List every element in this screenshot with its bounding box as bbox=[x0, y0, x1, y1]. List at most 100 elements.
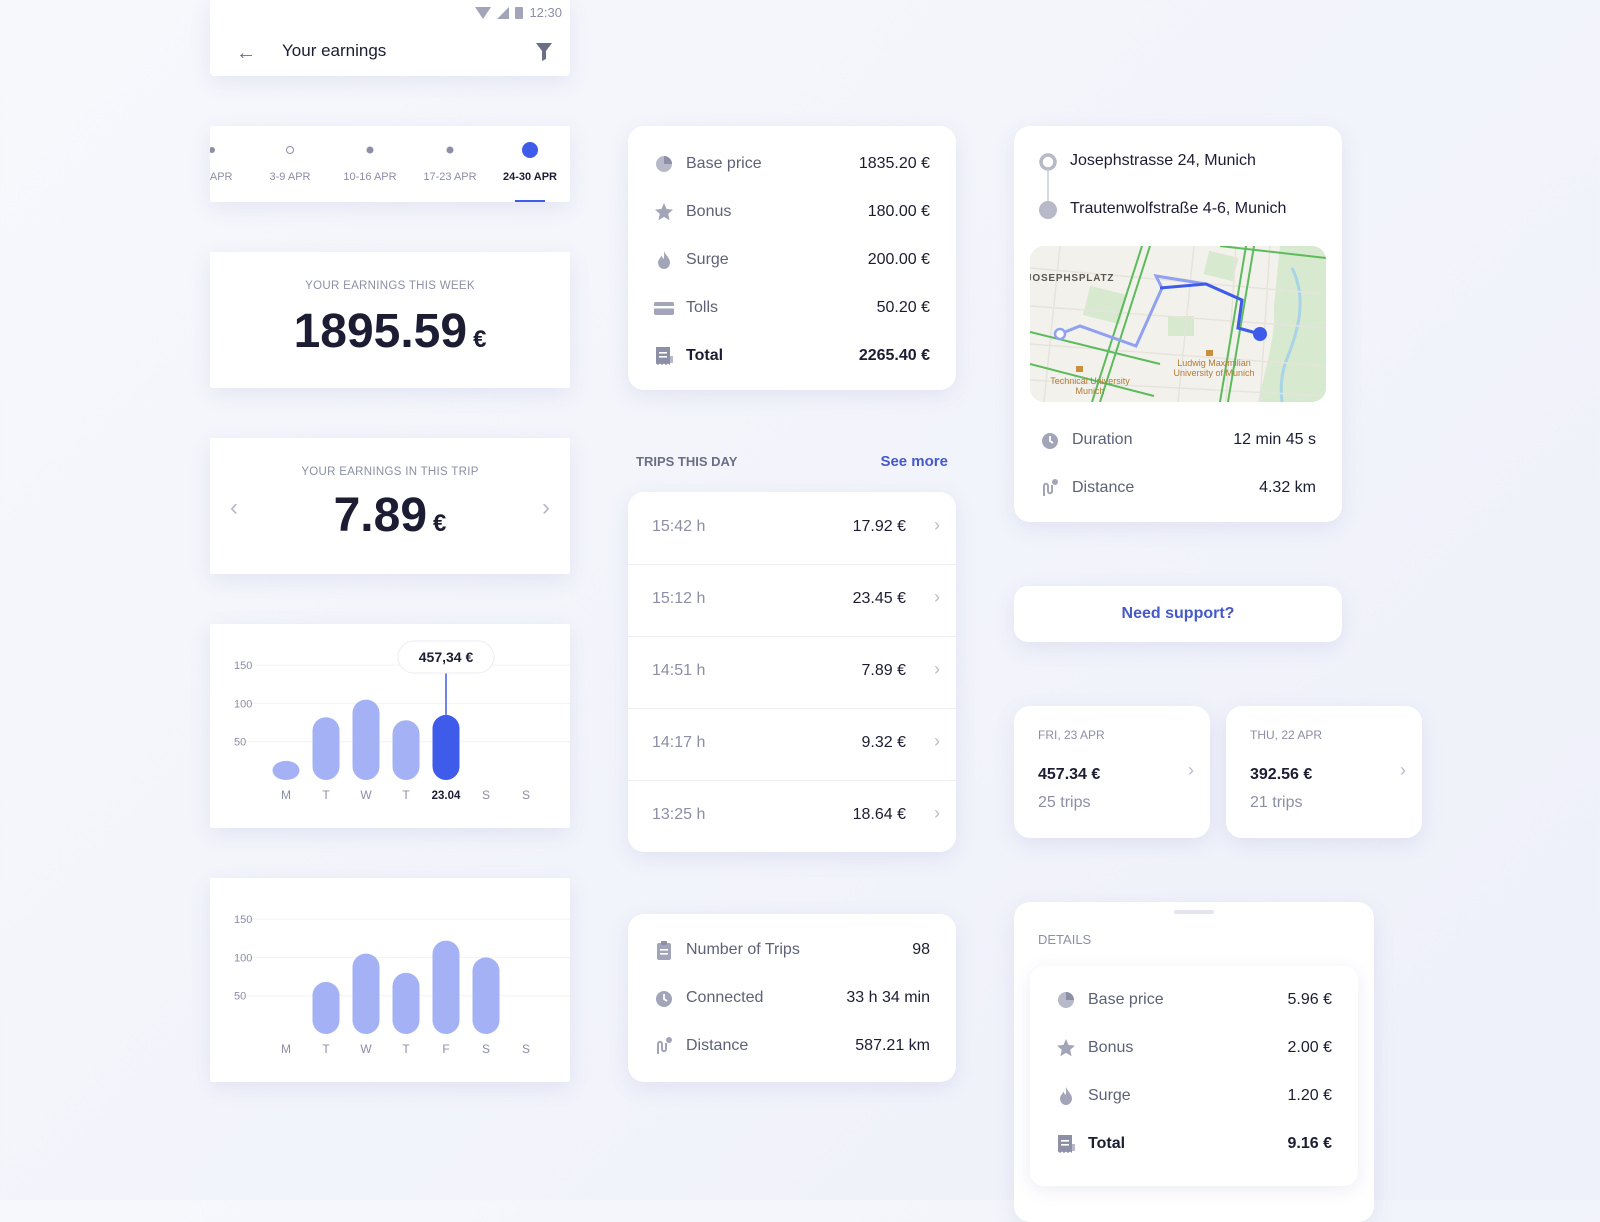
trip-time: 14:17 h bbox=[652, 734, 706, 751]
week-tab[interactable]: 10-16 APR bbox=[330, 126, 410, 202]
day-card[interactable]: THU, 22 APR 392.56 € 21 trips › bbox=[1226, 706, 1422, 838]
y-tick-label: 150 bbox=[234, 660, 252, 672]
chevron-right-icon[interactable]: › bbox=[542, 494, 550, 521]
need-support-button[interactable]: Need support? bbox=[1014, 586, 1342, 642]
earnings-week-caption: YOUR EARNINGS THIS WEEK bbox=[305, 280, 475, 292]
chevron-right-icon: › bbox=[1400, 760, 1406, 780]
y-tick-label: 150 bbox=[234, 914, 252, 926]
week-underline bbox=[515, 200, 545, 202]
earnings-week-amount-row: 1895.59 € bbox=[210, 304, 570, 359]
x-tick-label: W bbox=[360, 788, 372, 802]
route-row-distance: Distance 4.32 km bbox=[1040, 476, 1316, 500]
tooltip-value: 457,34 € bbox=[419, 649, 474, 665]
stats-card: Number of Trips 98 Connected 33 h 34 min… bbox=[628, 914, 956, 1082]
x-tick-label: S bbox=[522, 788, 530, 802]
route-map[interactable]: JOSEPHSPLATZ Technical University Munich… bbox=[1030, 246, 1326, 402]
chevron-right-icon: › bbox=[934, 515, 940, 535]
details-breakdown: Base price 5.96 € Bonus 2.00 € Surge 1.2… bbox=[1030, 966, 1358, 1186]
bar bbox=[312, 981, 340, 1034]
drag-handle[interactable] bbox=[1174, 910, 1214, 914]
bar bbox=[272, 760, 300, 780]
bar bbox=[352, 699, 380, 780]
filter-icon[interactable] bbox=[536, 43, 552, 61]
trip-row[interactable]: 15:12 h 23.45 € › bbox=[628, 564, 956, 637]
breakdown-value: 180.00 € bbox=[867, 203, 930, 220]
x-tick-label: M bbox=[281, 788, 291, 802]
details-row-bonus: Bonus 2.00 € bbox=[1056, 1036, 1332, 1060]
breakdown-label: Base price bbox=[686, 155, 762, 172]
earnings-trip-amount-row: 7.89 € bbox=[210, 488, 570, 543]
back-arrow-icon[interactable]: ← bbox=[236, 42, 256, 64]
daily-earnings-chart-svg: 50 100 150 M T W T 23.04 S S 457,34 € bbox=[234, 640, 570, 802]
week-tab-active[interactable]: 24-30 APR bbox=[490, 126, 570, 202]
day-trips: 25 trips bbox=[1038, 794, 1091, 811]
trip-time: 14:51 h bbox=[652, 662, 706, 679]
details-row-surge: Surge 1.20 € bbox=[1056, 1084, 1332, 1108]
star-icon bbox=[654, 202, 674, 222]
route-label: Distance bbox=[1072, 479, 1135, 496]
earnings-week-amount: 1895.59 bbox=[293, 305, 468, 358]
earnings-week-card: YOUR EARNINGS THIS WEEK 1895.59 € bbox=[210, 252, 570, 388]
route-card: Josephstrasse 24, Munich Trautenwolfstra… bbox=[1014, 126, 1342, 522]
week-label: 24-30 APR bbox=[502, 171, 557, 183]
breakdown-label: Total bbox=[686, 347, 724, 364]
chevron-right-icon: › bbox=[934, 803, 940, 823]
earnings-breakdown-card: Base price 1835.20 € Bonus 180.00 € Surg… bbox=[628, 126, 956, 390]
week-tab[interactable]: 17-23 APR bbox=[410, 126, 490, 202]
trip-row[interactable]: 15:42 h 17.92 € › bbox=[628, 492, 956, 565]
trip-row[interactable]: 13:25 h 18.64 € › bbox=[628, 780, 956, 852]
earnings-trip-amount: 7.89 bbox=[333, 489, 428, 542]
x-tick-label: T bbox=[402, 1042, 410, 1056]
earnings-trip-card: ‹ YOUR EARNINGS IN THIS TRIP 7.89 € › bbox=[210, 438, 570, 574]
trip-time: 15:12 h bbox=[652, 590, 706, 607]
need-support-label: Need support? bbox=[1121, 605, 1235, 622]
map-label-square: JOSEPHSPLATZ bbox=[1030, 273, 1115, 284]
see-more-link[interactable]: See more bbox=[880, 453, 948, 470]
details-value: 2.00 € bbox=[1287, 1039, 1332, 1056]
week-tab[interactable]: 3-9 APR bbox=[250, 126, 330, 202]
x-tick-label: T bbox=[322, 788, 330, 802]
chevron-left-icon[interactable]: ‹ bbox=[230, 494, 238, 521]
route-value: 4.32 km bbox=[1259, 479, 1316, 496]
week-dot-selected bbox=[522, 142, 538, 158]
week-tab[interactable]: 2-2 APR bbox=[210, 126, 252, 202]
card-icon bbox=[654, 298, 674, 318]
trip-row[interactable]: 14:17 h 9.32 € › bbox=[628, 708, 956, 781]
status-time: 12:30 bbox=[529, 5, 562, 20]
stats-label: Connected bbox=[686, 989, 764, 1006]
earnings-trip-caption: YOUR EARNINGS IN THIS TRIP bbox=[301, 466, 479, 478]
day-card[interactable]: FRI, 23 APR 457.34 € 25 trips › bbox=[1014, 706, 1210, 838]
week-label: 2-2 APR bbox=[210, 171, 233, 183]
y-tick-label: 50 bbox=[234, 737, 246, 749]
breakdown-row-total: Total 2265.40 € bbox=[654, 344, 930, 368]
star-icon bbox=[1056, 1038, 1076, 1058]
trip-time: 13:25 h bbox=[652, 806, 706, 823]
clock-icon bbox=[1040, 430, 1060, 450]
week-dot bbox=[366, 146, 374, 154]
breakdown-value: 50.20 € bbox=[876, 299, 930, 316]
trip-amount: 17.92 € bbox=[852, 518, 906, 535]
x-tick-label: M bbox=[281, 1042, 291, 1056]
stats-value: 33 h 34 min bbox=[846, 989, 930, 1006]
week-dot bbox=[210, 147, 215, 153]
day-amount: 457.34 € bbox=[1038, 766, 1101, 783]
pie-chart-icon bbox=[654, 154, 674, 174]
day-amount: 392.56 € bbox=[1250, 766, 1313, 783]
tooltip-bubble bbox=[397, 640, 495, 674]
trip-time: 15:42 h bbox=[652, 518, 706, 535]
daily-earnings-chart: 50 100 150 M T W T 23.04 S S 457,34 € bbox=[210, 624, 570, 828]
weekly-earnings-chart: 50 100 150 M T W T F S S bbox=[210, 878, 570, 1082]
breakdown-value: 2265.40 € bbox=[858, 347, 930, 364]
map-svg bbox=[1030, 246, 1326, 402]
route-line-icon bbox=[1039, 153, 1057, 219]
trip-amount: 7.89 € bbox=[861, 662, 906, 679]
chevron-right-icon: › bbox=[934, 731, 940, 751]
trip-row[interactable]: 14:51 h 7.89 € › bbox=[628, 636, 956, 709]
week-selector: 2-2 APR 3-9 APR 10-16 APR 17-23 APR 24-3… bbox=[210, 126, 570, 202]
x-tick-label: S bbox=[522, 1042, 530, 1056]
map-label-lmu: Ludwig Maximilian University of Munich bbox=[1173, 358, 1255, 378]
day-date: FRI, 23 APR bbox=[1038, 728, 1105, 742]
route-icon bbox=[1040, 478, 1060, 498]
breakdown-label: Surge bbox=[686, 251, 729, 268]
receipt-icon bbox=[654, 346, 674, 366]
